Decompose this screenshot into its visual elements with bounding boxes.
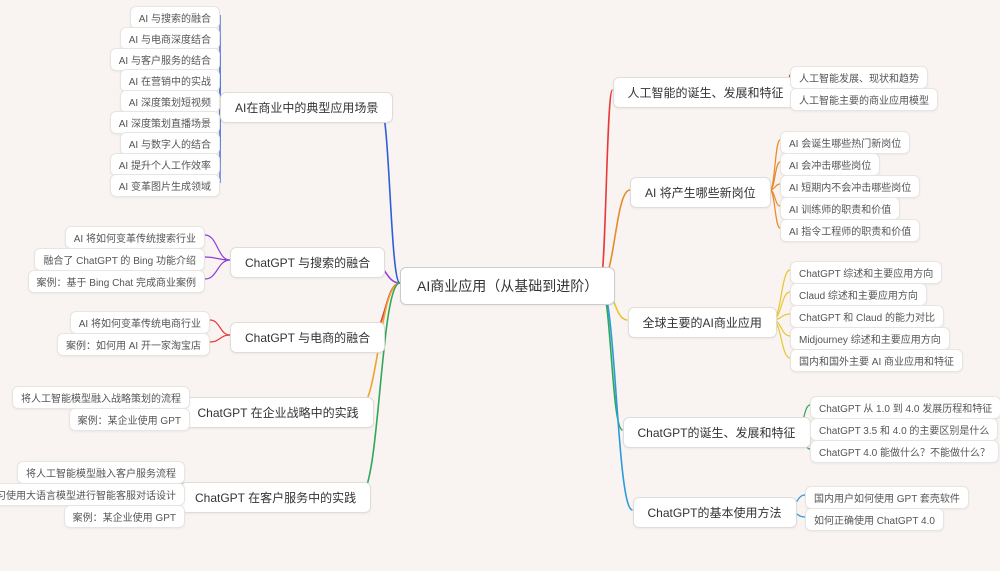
leaf-L3-0: AI 将如何变革传统电商行业 xyxy=(70,311,210,334)
leaf-L2-2: 案例：基于 Bing Chat 完成商业案例 xyxy=(28,270,205,293)
leaf-L1-5: AI 深度策划直播场景 xyxy=(110,111,220,134)
branch-L1: AI在商业中的典型应用场景 xyxy=(220,92,393,123)
leaf-L1-6: AI 与数字人的结合 xyxy=(120,132,220,155)
leaf-R3-1: Claud 综述和主要应用方向 xyxy=(790,283,927,306)
leaf-L4-0: 将人工智能模型融入战略策划的流程 xyxy=(12,386,190,409)
leaf-L5-0: 将人工智能模型融入客户服务流程 xyxy=(17,461,185,484)
leaf-R1-1: 人工智能主要的商业应用模型 xyxy=(790,88,938,111)
leaf-L4-1: 案例：某企业使用 GPT xyxy=(69,408,190,431)
branch-R5: ChatGPT的基本使用方法 xyxy=(633,497,797,528)
leaf-R2-0: AI 会诞生哪些热门新岗位 xyxy=(780,131,910,154)
leaf-L5-2: 案例：某企业使用 GPT xyxy=(64,505,185,528)
branch-R3: 全球主要的AI商业应用 xyxy=(628,307,777,338)
leaf-R4-1: ChatGPT 3.5 和 4.0 的主要区别是什么 xyxy=(810,418,998,441)
leaf-L1-7: AI 提升个人工作效率 xyxy=(110,153,220,176)
leaf-R1-0: 人工智能发展、现状和趋势 xyxy=(790,66,928,89)
leaf-R5-0: 国内用户如何使用 GPT 套壳软件 xyxy=(805,486,969,509)
branch-R4: ChatGPT的诞生、发展和特征 xyxy=(623,417,811,448)
leaf-R2-3: AI 训练师的职责和价值 xyxy=(780,197,900,220)
leaf-L2-1: 融合了 ChatGPT 的 Bing 功能介绍 xyxy=(34,248,205,271)
leaf-R3-3: Midjourney 综述和主要应用方向 xyxy=(790,327,950,350)
leaf-L1-8: AI 变革图片生成领域 xyxy=(110,174,220,197)
branch-L2: ChatGPT 与搜索的融合 xyxy=(230,247,385,278)
leaf-R3-0: ChatGPT 综述和主要应用方向 xyxy=(790,261,942,284)
leaf-R2-4: AI 指令工程师的职责和价值 xyxy=(780,219,920,242)
leaf-L1-1: AI 与电商深度结合 xyxy=(120,27,220,50)
leaf-L5-1: 学习使用大语言模型进行智能客服对话设计 xyxy=(0,483,185,506)
leaf-R4-2: ChatGPT 4.0 能做什么？不能做什么？ xyxy=(810,440,999,463)
leaf-R4-0: ChatGPT 从 1.0 到 4.0 发展历程和特征 xyxy=(810,396,1000,419)
leaf-R3-2: ChatGPT 和 Claud 的能力对比 xyxy=(790,305,944,328)
branch-L4: ChatGPT 在企业战略中的实践 xyxy=(183,397,374,428)
center-topic: AI商业应用（从基础到进阶） xyxy=(400,267,615,305)
branch-L5: ChatGPT 在客户服务中的实践 xyxy=(180,482,371,513)
branch-R2: AI 将产生哪些新岗位 xyxy=(630,177,771,208)
leaf-L1-0: AI 与搜索的融合 xyxy=(130,6,220,29)
leaf-L2-0: AI 将如何变革传统搜索行业 xyxy=(65,226,205,249)
leaf-L1-4: AI 深度策划短视频 xyxy=(120,90,220,113)
leaf-R5-1: 如何正确使用 ChatGPT 4.0 xyxy=(805,508,944,531)
branch-L3: ChatGPT 与电商的融合 xyxy=(230,322,385,353)
leaf-R2-2: AI 短期内不会冲击哪些岗位 xyxy=(780,175,920,198)
leaf-R3-4: 国内和国外主要 AI 商业应用和特征 xyxy=(790,349,963,372)
leaf-L1-3: AI 在营销中的实战 xyxy=(120,69,220,92)
leaf-R2-1: AI 会冲击哪些岗位 xyxy=(780,153,880,176)
branch-R1: 人工智能的诞生、发展和特征 xyxy=(613,77,799,108)
leaf-L3-1: 案例：如何用 AI 开一家淘宝店 xyxy=(57,333,210,356)
leaf-L1-2: AI 与客户服务的结合 xyxy=(110,48,220,71)
